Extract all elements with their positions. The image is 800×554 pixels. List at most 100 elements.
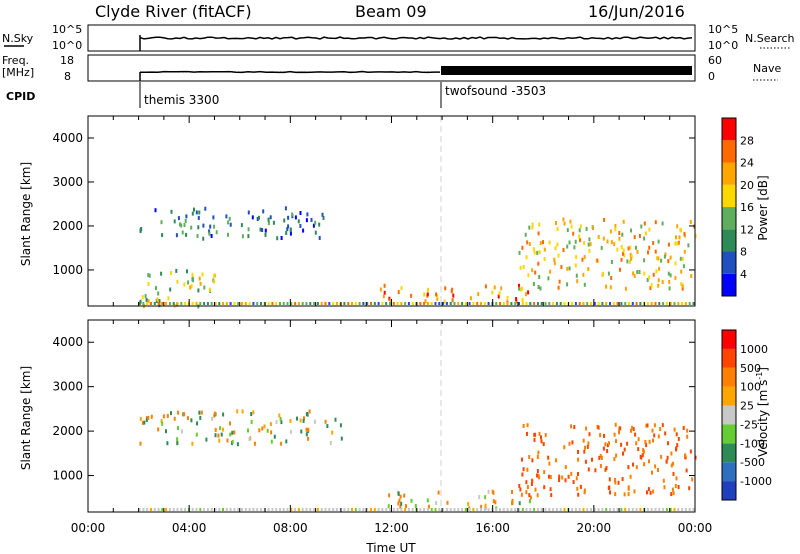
range-gate-cell (553, 257, 556, 262)
range-gate-cell (686, 434, 689, 439)
range-gate-cell (498, 291, 501, 296)
range-gate-cell (426, 498, 429, 503)
range-gate-cell (370, 302, 372, 305)
range-gate-cell (177, 426, 179, 431)
range-gate-cell (533, 437, 536, 442)
nsky-panel: N.Sky 10^5 10^0 10^5 10^0 N.Search (2, 23, 795, 52)
range-gate-cell (555, 221, 557, 225)
range-gate-cell (282, 302, 285, 305)
range-gate-cell (521, 302, 524, 305)
range-gate-cell (183, 223, 186, 227)
range-gate-cell (297, 508, 300, 511)
velocity-scatter (138, 409, 697, 511)
range-gate-cell (383, 283, 386, 288)
range-gate-cell (229, 508, 232, 511)
colorbar-tick: -1000 (740, 475, 772, 488)
range-gate-cell (636, 250, 639, 254)
range-gate-cell (248, 436, 251, 441)
range-gate-cell (528, 493, 531, 498)
range-gate-cell (547, 276, 550, 281)
range-gate-cell (139, 229, 142, 234)
range-gate-cell (597, 508, 600, 511)
range-gate-cell (264, 228, 267, 233)
range-gate-cell (250, 412, 253, 416)
range-gate-cell (633, 273, 636, 278)
range-gate-cell (518, 283, 520, 288)
range-gate-cell (531, 225, 534, 230)
range-gate-cell (614, 422, 617, 427)
range-gate-cell (495, 508, 498, 511)
range-gate-cell (218, 438, 221, 443)
range-gate-cell (320, 508, 323, 511)
range-gate-cell (525, 490, 528, 495)
range-gate-cell (166, 441, 169, 446)
range-gate-cell (358, 302, 361, 305)
range-gate-cell (614, 477, 616, 482)
range-gate-cell (214, 433, 217, 438)
range-gate-cell (630, 256, 632, 261)
range-gate-cell (608, 441, 610, 446)
range-gate-cell (400, 286, 403, 291)
range-gate-cell (316, 302, 319, 305)
range-gate-cell (157, 508, 160, 511)
range-gate-cell (205, 437, 208, 442)
colorbar-swatch (722, 386, 736, 406)
range-gate-cell (227, 232, 229, 237)
range-gate-cell (608, 485, 611, 490)
range-gate-cell (610, 240, 613, 245)
range-gate-cell (620, 508, 623, 511)
range-gate-cell (400, 501, 403, 506)
range-gate-cell (639, 508, 642, 511)
range-gate-cell (557, 253, 560, 258)
range-gate-cell (382, 294, 385, 299)
nsky-tick-top: 10^5 (52, 23, 82, 36)
range-gate-cell (150, 302, 152, 305)
xaxis-label: Time UT (365, 541, 416, 554)
range-gate-cell (179, 222, 181, 227)
range-gate-cell (347, 302, 350, 305)
range-gate-cell (430, 508, 433, 511)
range-gate-cell (472, 302, 475, 305)
range-gate-cell (383, 290, 386, 295)
range-gate-cell (282, 508, 285, 511)
range-gate-cell (280, 236, 283, 240)
range-gate-cell (627, 492, 630, 497)
cpid-mode-twofsound: twofsound -3503 (445, 84, 546, 98)
range-gate-cell (457, 508, 460, 511)
range-gate-cell (258, 215, 260, 220)
range-gate-cell (280, 441, 283, 446)
range-gate-cell (583, 449, 586, 454)
range-gate-cell (675, 476, 678, 481)
ytick-label: 1000 (52, 469, 83, 483)
range-gate-cell (674, 483, 677, 488)
range-gate-cell (538, 475, 541, 480)
range-gate-cell (623, 253, 626, 258)
range-gate-cell (161, 302, 164, 305)
range-gate-cell (521, 286, 524, 291)
range-gate-cell (305, 218, 308, 223)
range-gate-cell (520, 287, 522, 292)
range-gate-cell (286, 508, 289, 511)
range-gate-cell (515, 299, 518, 304)
range-gate-cell (658, 302, 661, 305)
range-gate-cell (587, 267, 590, 272)
range-gate-cell (173, 219, 176, 224)
range-gate-cell (139, 416, 142, 421)
range-gate-cell (567, 474, 570, 479)
range-gate-cell (289, 429, 292, 434)
range-gate-cell (316, 508, 319, 511)
range-gate-cell (389, 298, 392, 303)
range-gate-cell (335, 508, 338, 511)
velocity-axes: 1000 2000 3000 4000 (52, 320, 696, 512)
range-gate-cell (683, 249, 686, 254)
range-gate-cell (294, 508, 297, 511)
range-gate-cell (616, 508, 619, 511)
range-gate-cell (491, 290, 494, 295)
range-gate-cell (476, 508, 479, 511)
range-gate-cell (672, 491, 675, 496)
range-gate-cell (203, 285, 206, 290)
range-gate-cell (334, 417, 337, 422)
colorbar-frame (721, 117, 737, 297)
range-gate-cell (643, 258, 646, 263)
range-gate-cell (175, 268, 178, 273)
